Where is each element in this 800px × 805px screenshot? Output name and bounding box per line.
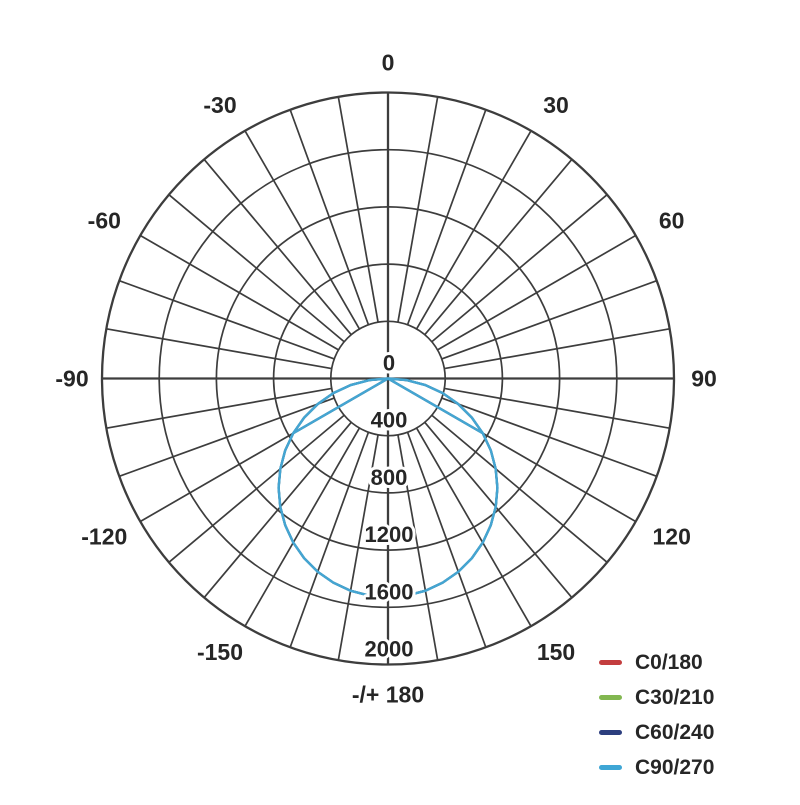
grid-spoke	[424, 158, 573, 336]
polar-grid	[100, 91, 676, 666]
grid-spoke	[441, 397, 658, 478]
distribution-curves	[277, 377, 499, 599]
legend-item-label: C0/180	[635, 650, 703, 674]
legend-dash-icon	[599, 695, 622, 700]
grid-spoke	[203, 158, 352, 336]
grid-spoke	[106, 387, 332, 430]
grid-spoke	[118, 397, 335, 478]
curve-wing-C90/270	[292, 377, 484, 435]
legend-dash-icon	[599, 730, 622, 735]
radial-label-400: 400	[371, 408, 408, 433]
grid-spoke	[424, 421, 573, 599]
legend-item: C60/240	[599, 715, 714, 750]
grid-spoke	[337, 96, 379, 323]
legend-item: C0/180	[599, 645, 714, 680]
legend-item-label: C30/210	[635, 685, 715, 709]
legend: C0/180 C30/210 C60/240 C90/270	[599, 645, 714, 785]
grid-spoke	[444, 327, 670, 370]
radial-label-0: 0	[383, 351, 395, 376]
grid-spoke	[415, 427, 532, 627]
grid-spoke	[406, 109, 487, 326]
angle-label-30: 30	[543, 92, 569, 118]
grid-spoke	[441, 279, 658, 360]
grid-spoke	[139, 234, 339, 351]
grid-spoke	[244, 427, 361, 627]
angle-label--150: -150	[197, 639, 243, 665]
grid-spoke	[431, 414, 608, 563]
angle-label-150: 150	[537, 639, 575, 665]
radial-label-1600: 1600	[365, 579, 414, 604]
radial-label-800: 800	[371, 465, 408, 490]
legend-item-label: C90/270	[635, 755, 715, 779]
angle-label--90: -90	[55, 366, 88, 392]
angle-label-120: 120	[653, 524, 691, 550]
angle-label--30: -30	[203, 92, 236, 118]
legend-dash-icon	[599, 765, 622, 770]
radial-tick-labels: 0 400 800 1200 1600 2000	[362, 348, 417, 665]
legend-dash-icon	[599, 660, 622, 665]
grid-spoke	[437, 234, 637, 351]
angle-label-90: 90	[691, 366, 717, 392]
grid-spoke	[397, 434, 439, 661]
grid-spoke	[168, 414, 345, 563]
grid-spoke	[431, 194, 608, 343]
grid-spoke	[118, 279, 335, 360]
grid-spoke	[415, 130, 532, 330]
angle-label--60: -60	[88, 208, 121, 234]
grid-spoke	[168, 194, 345, 343]
grid-spoke	[337, 434, 379, 661]
angle-tick-labels: -/+ 180 -150 150 -120 120 -90 90 -60 60 -30 30 0	[55, 50, 716, 708]
grid-spoke	[406, 431, 487, 648]
angle-label-60: 60	[659, 208, 685, 234]
grid-spoke	[444, 387, 670, 430]
grid-spoke	[106, 327, 332, 370]
angle-label--120: -120	[81, 524, 127, 550]
angle-label-0: 0	[382, 50, 395, 76]
angle-label--+180: -/+ 180	[352, 682, 424, 708]
grid-spoke	[203, 421, 352, 599]
grid-spoke	[289, 109, 370, 326]
legend-item-label: C60/240	[635, 720, 715, 744]
curve-C90/270	[277, 377, 499, 599]
legend-item: C30/210	[599, 680, 714, 715]
grid-spoke	[397, 96, 439, 323]
grid-spoke	[289, 431, 370, 648]
radial-label-2000: 2000	[365, 637, 414, 662]
legend-item: C90/270	[599, 750, 714, 785]
radial-label-1200: 1200	[365, 522, 414, 547]
grid-spoke	[244, 130, 361, 330]
